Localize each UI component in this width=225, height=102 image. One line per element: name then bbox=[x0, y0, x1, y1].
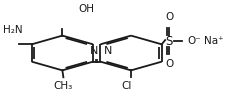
Text: Cl: Cl bbox=[121, 81, 132, 91]
Text: OH: OH bbox=[78, 4, 94, 14]
Text: N: N bbox=[103, 46, 111, 56]
Text: O⁻: O⁻ bbox=[187, 36, 200, 46]
Text: CH₃: CH₃ bbox=[54, 81, 73, 91]
Text: N: N bbox=[89, 46, 97, 56]
Text: O: O bbox=[164, 59, 173, 69]
Text: Na⁺: Na⁺ bbox=[203, 36, 223, 46]
Text: H₂N: H₂N bbox=[3, 25, 23, 35]
Text: S: S bbox=[165, 35, 172, 48]
Text: O: O bbox=[164, 12, 173, 22]
